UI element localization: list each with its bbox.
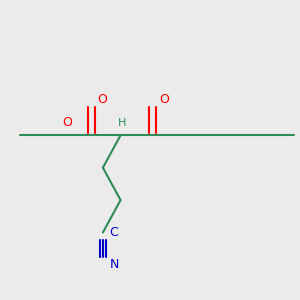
Text: O: O (63, 116, 73, 129)
Text: C: C (110, 226, 118, 239)
Text: H: H (118, 118, 126, 128)
Text: O: O (159, 93, 169, 106)
Text: N: N (110, 258, 119, 271)
Text: O: O (98, 93, 107, 106)
